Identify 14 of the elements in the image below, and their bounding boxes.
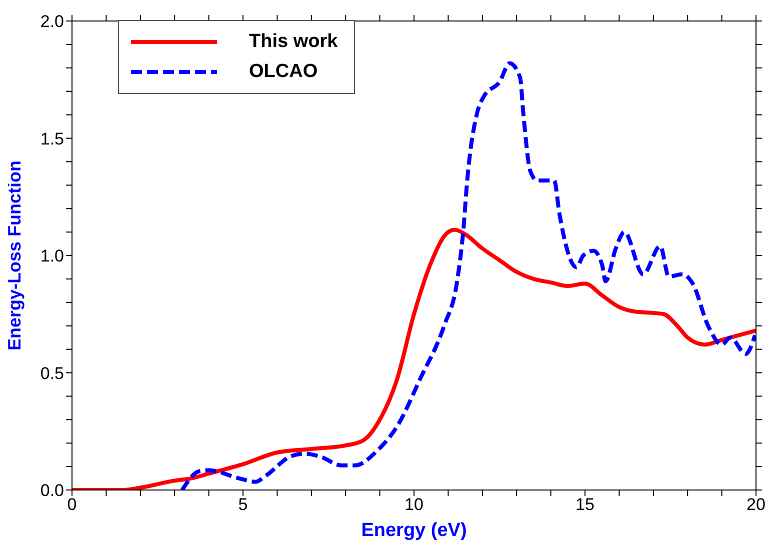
x-tick-label: 15: [576, 495, 594, 514]
y-tick-label: 1.0: [40, 246, 64, 266]
x-tick-label: 20: [746, 495, 766, 514]
line-series: [180, 61, 756, 490]
x-tick-label: 10: [404, 495, 424, 514]
y-tick-label: 0.0: [40, 481, 64, 500]
legend-label: This work: [249, 31, 338, 53]
x-axis-title: Energy (eV): [361, 520, 467, 541]
y-tick-label: 2.0: [40, 12, 64, 32]
legend-label: OLCAO: [249, 61, 318, 83]
x-tick-label: 5: [238, 495, 248, 514]
y-tick-label: 0.5: [40, 364, 64, 383]
x-tick-label: 0: [67, 495, 77, 514]
y-tick-label: 1.5: [40, 129, 64, 148]
